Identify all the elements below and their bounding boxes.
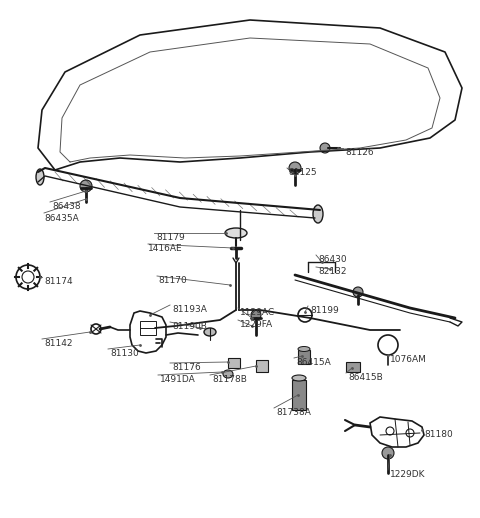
Text: 1129AC: 1129AC — [240, 308, 275, 317]
Text: 81190B: 81190B — [172, 322, 207, 331]
Text: 81170: 81170 — [158, 276, 187, 285]
Text: 81179: 81179 — [156, 233, 185, 242]
Text: 86438: 86438 — [52, 202, 81, 211]
Text: 81176: 81176 — [172, 363, 201, 372]
Circle shape — [289, 162, 301, 174]
Text: 81199: 81199 — [310, 306, 339, 315]
Circle shape — [382, 447, 394, 459]
Circle shape — [353, 287, 363, 297]
Text: 81174: 81174 — [44, 277, 72, 286]
Polygon shape — [298, 350, 310, 364]
Text: 81125: 81125 — [288, 168, 317, 177]
Text: 81126: 81126 — [345, 148, 373, 157]
Circle shape — [80, 180, 92, 192]
Circle shape — [251, 310, 261, 320]
Text: 81178B: 81178B — [212, 375, 247, 384]
Text: 1491DA: 1491DA — [160, 375, 196, 384]
Text: 81130: 81130 — [110, 349, 139, 358]
Ellipse shape — [225, 228, 247, 238]
Text: 86415B: 86415B — [348, 373, 383, 382]
Ellipse shape — [298, 347, 310, 352]
Text: 81180: 81180 — [424, 430, 453, 439]
Polygon shape — [256, 360, 268, 372]
Text: 1229FA: 1229FA — [240, 320, 273, 329]
Polygon shape — [346, 362, 360, 372]
Ellipse shape — [292, 375, 306, 381]
Ellipse shape — [204, 328, 216, 336]
Text: 86430: 86430 — [318, 255, 347, 264]
Text: 81738A: 81738A — [276, 408, 311, 417]
Ellipse shape — [313, 205, 323, 223]
Ellipse shape — [223, 370, 233, 378]
Text: 86435A: 86435A — [44, 214, 79, 223]
Text: 81193A: 81193A — [172, 305, 207, 314]
Text: 82132: 82132 — [318, 267, 347, 276]
Ellipse shape — [36, 169, 44, 185]
Polygon shape — [292, 380, 306, 410]
Polygon shape — [228, 358, 240, 368]
Text: 1416AE: 1416AE — [148, 244, 182, 253]
Circle shape — [320, 143, 330, 153]
Text: 1076AM: 1076AM — [390, 355, 427, 364]
Text: 86415A: 86415A — [296, 358, 331, 367]
Text: 81142: 81142 — [44, 339, 72, 348]
Text: 1229DK: 1229DK — [390, 470, 425, 479]
